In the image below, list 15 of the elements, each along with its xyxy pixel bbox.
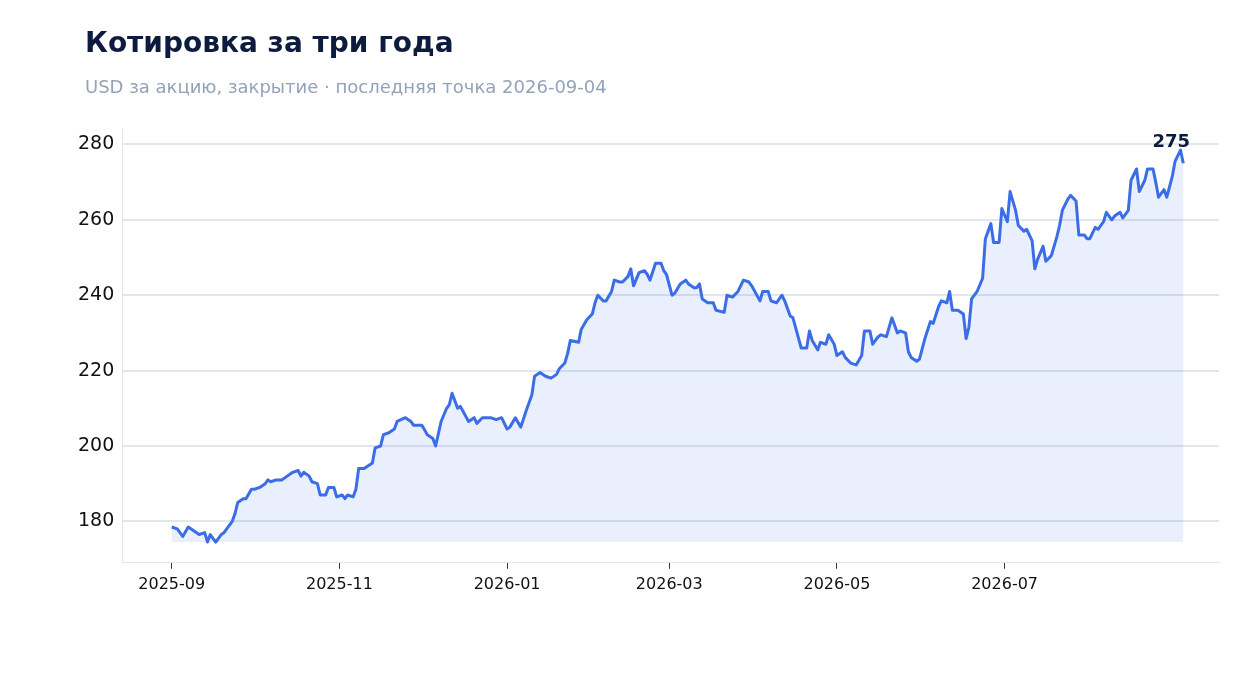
y-tick-label: 280 bbox=[78, 131, 115, 154]
x-tick-label: 2026-07 bbox=[971, 573, 1039, 593]
chart-subtitle: USD за акцию, закрытие · последняя точка 2026-09-04 bbox=[85, 76, 607, 97]
y-tick-label: 200 bbox=[78, 432, 115, 455]
chart-title: Котировка за три года bbox=[85, 26, 454, 59]
x-tick-label: 2025-11 bbox=[305, 573, 373, 593]
x-tick-label: 2026-03 bbox=[635, 573, 703, 593]
x-tick-label: 2026-01 bbox=[473, 573, 541, 593]
x-tick-label: 2025-09 bbox=[138, 573, 206, 593]
y-tick-label: 240 bbox=[78, 282, 115, 305]
annotation: 275 bbox=[1152, 129, 1191, 151]
y-tick-label: 260 bbox=[78, 206, 115, 229]
y-tick-label: 220 bbox=[78, 357, 115, 380]
x-tick-label: 2026-05 bbox=[803, 573, 871, 593]
y-tick-label: 180 bbox=[78, 508, 115, 531]
